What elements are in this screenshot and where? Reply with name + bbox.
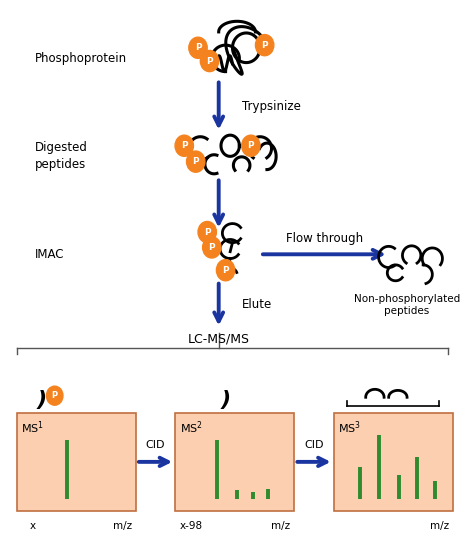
- Text: MS$^1$: MS$^1$: [21, 420, 44, 436]
- FancyBboxPatch shape: [334, 413, 453, 511]
- Circle shape: [198, 221, 217, 243]
- Text: P: P: [222, 266, 229, 274]
- Circle shape: [255, 34, 274, 56]
- Circle shape: [175, 135, 193, 157]
- Text: LC-MS/MS: LC-MS/MS: [188, 332, 250, 346]
- Text: Elute: Elute: [242, 298, 272, 311]
- Text: Non-phosphorylated
peptides: Non-phosphorylated peptides: [354, 294, 460, 316]
- Text: Flow through: Flow through: [286, 232, 363, 245]
- Circle shape: [201, 50, 219, 72]
- FancyBboxPatch shape: [175, 413, 294, 511]
- Text: P: P: [247, 142, 254, 150]
- Text: Phosphoprotein: Phosphoprotein: [35, 52, 127, 65]
- Text: P: P: [192, 157, 199, 166]
- Text: IMAC: IMAC: [35, 248, 64, 261]
- Circle shape: [46, 386, 63, 405]
- Text: MS$^2$: MS$^2$: [180, 420, 202, 436]
- Text: Digested
peptides: Digested peptides: [35, 142, 88, 172]
- Text: P: P: [204, 228, 210, 236]
- Text: ): ): [220, 390, 231, 410]
- FancyBboxPatch shape: [17, 413, 136, 511]
- Text: P: P: [181, 142, 188, 150]
- Text: CID: CID: [146, 440, 165, 450]
- Text: m/z: m/z: [429, 520, 449, 531]
- Circle shape: [217, 259, 235, 281]
- Text: x: x: [29, 520, 36, 531]
- Text: m/z: m/z: [113, 520, 132, 531]
- Text: P: P: [261, 41, 268, 50]
- Text: CID: CID: [304, 440, 324, 450]
- Text: P: P: [206, 56, 213, 65]
- Circle shape: [189, 37, 207, 58]
- Text: Trypsinize: Trypsinize: [242, 100, 301, 113]
- Circle shape: [242, 135, 260, 157]
- Text: x-98: x-98: [180, 520, 203, 531]
- Text: P: P: [209, 243, 215, 252]
- Circle shape: [187, 151, 205, 172]
- Text: ): ): [37, 390, 47, 410]
- Text: MS$^3$: MS$^3$: [338, 420, 361, 436]
- Text: P: P: [52, 391, 58, 400]
- Text: P: P: [195, 43, 201, 53]
- Circle shape: [202, 237, 221, 258]
- Text: m/z: m/z: [271, 520, 290, 531]
